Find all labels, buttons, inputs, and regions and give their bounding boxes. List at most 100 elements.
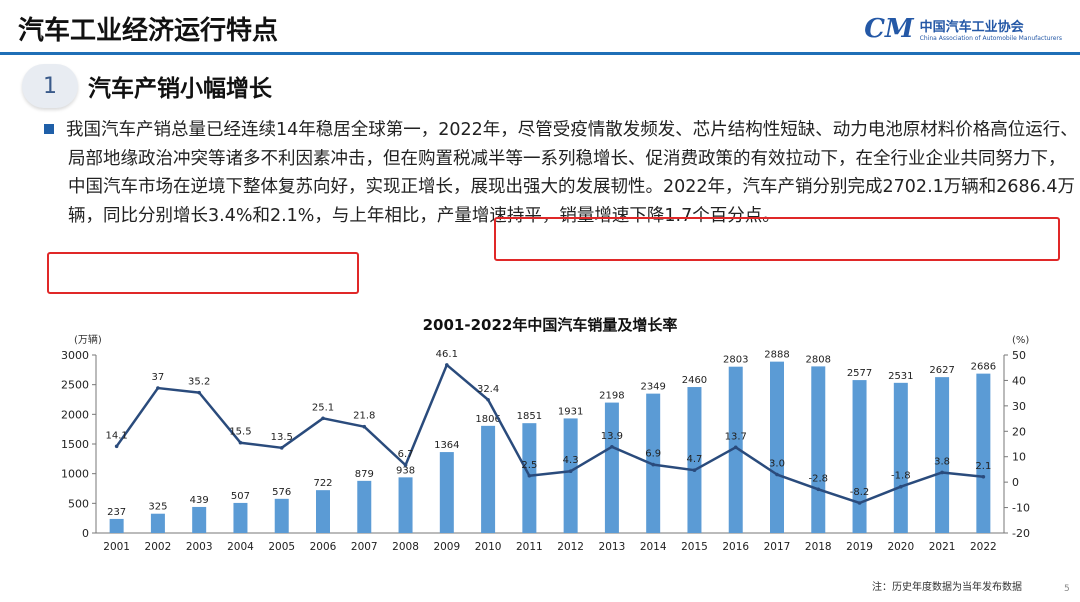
- bar-2005: [274, 498, 289, 533]
- y-right-tick-label: 10: [1012, 451, 1026, 464]
- highlight-box-top: [494, 217, 1060, 261]
- bar-2001: [109, 518, 124, 533]
- bar-value-label: 722: [313, 478, 332, 489]
- bar-value-label: 2627: [929, 365, 954, 376]
- y-left-tick-label: 1500: [61, 438, 89, 451]
- growth-value-label: 4.7: [687, 454, 703, 465]
- x-tick-label: 2005: [268, 541, 295, 553]
- x-tick-label: 2004: [227, 541, 254, 553]
- growth-point-2020: [899, 484, 903, 489]
- y-right-tick-label: -10: [1012, 502, 1030, 515]
- growth-point-2001: [114, 444, 119, 449]
- growth-value-label: 6.7: [398, 449, 414, 460]
- growth-value-label: -1.8: [891, 471, 911, 482]
- x-tick-label: 2010: [475, 541, 502, 553]
- growth-point-2005: [279, 446, 284, 450]
- x-tick-label: 2008: [392, 541, 419, 553]
- x-tick-label: 2007: [351, 541, 378, 553]
- x-tick-label: 2015: [681, 541, 708, 553]
- bar-2008: [398, 477, 413, 533]
- growth-point-2018: [816, 487, 821, 492]
- growth-point-2002: [156, 386, 160, 390]
- bar-2015: [687, 387, 702, 533]
- y-right-label: (%): [1012, 335, 1029, 346]
- growth-point-2004: [238, 440, 243, 445]
- y-left-tick-label: 500: [68, 497, 89, 510]
- bar-2012: [563, 418, 578, 533]
- bar-value-label: 325: [148, 502, 167, 513]
- growth-point-2017: [775, 472, 779, 477]
- x-tick-label: 2006: [310, 541, 337, 553]
- y-left-label: (万辆): [74, 333, 102, 346]
- growth-point-2014: [651, 462, 655, 467]
- growth-value-label: 6.9: [645, 449, 661, 460]
- growth-value-label: 2.5: [521, 460, 537, 471]
- growth-point-2011: [527, 473, 532, 478]
- section-heading: 1 汽车产销小幅增长: [22, 64, 272, 108]
- bar-2016: [728, 366, 743, 533]
- bar-value-label: 1806: [475, 414, 500, 425]
- x-tick-label: 2020: [887, 541, 914, 553]
- x-tick-label: 2003: [186, 541, 213, 553]
- growth-point-2022: [981, 475, 986, 479]
- bar-2019: [852, 380, 867, 533]
- bar-value-label: 237: [107, 507, 126, 518]
- bar-2018: [811, 366, 826, 533]
- logo-mark: CM: [864, 14, 914, 44]
- bar-2003: [192, 506, 207, 533]
- growth-value-label: 13.9: [601, 431, 623, 442]
- growth-value-label: 2.1: [975, 461, 991, 472]
- growth-value-label: 3.0: [769, 459, 785, 470]
- header: 汽车工业经济运行特点 CM 中国汽车工业协会 China Association…: [0, 0, 1080, 56]
- x-tick-label: 2002: [145, 541, 172, 553]
- bar-value-label: 2460: [682, 375, 707, 386]
- y-left-tick-label: 2000: [61, 408, 89, 421]
- logo-name-en: China Association of Automobile Manufact…: [919, 35, 1062, 42]
- section-title: 汽车产销小幅增长: [88, 76, 272, 102]
- y-right-tick-label: 50: [1012, 349, 1026, 362]
- x-tick-label: 2012: [557, 541, 584, 553]
- growth-value-label: -2.8: [809, 473, 829, 484]
- source-note: 注：历史年度数据为当年发布数据: [872, 582, 1022, 593]
- bar-2004: [233, 502, 248, 533]
- bar-value-label: 2888: [764, 350, 789, 361]
- bar-value-label: 1851: [517, 411, 542, 422]
- x-tick-label: 2018: [805, 541, 832, 553]
- paragraph-text-end: ，与上年相比，产量增速持平，销量增速下降1.7个百分点。: [314, 205, 780, 226]
- caam-logo: CM 中国汽车工业协会 China Association of Automob…: [864, 14, 1062, 44]
- bar-2021: [935, 377, 950, 533]
- bar-value-label: 1364: [434, 440, 459, 451]
- bar-value-label: 879: [355, 469, 374, 480]
- growth-point-2007: [362, 424, 367, 429]
- growth-point-2006: [321, 416, 325, 421]
- bar-2017: [770, 361, 784, 533]
- bar-value-label: 439: [190, 495, 209, 506]
- bar-value-label: 938: [396, 465, 415, 476]
- bar-2022: [976, 373, 991, 533]
- growth-value-label: 3.8: [934, 456, 950, 467]
- bar-2010: [481, 425, 496, 533]
- y-left-tick-label: 0: [82, 527, 89, 540]
- y-right-tick-label: 30: [1012, 400, 1026, 413]
- growth-point-2008: [403, 463, 408, 467]
- page-number: 5: [1064, 584, 1070, 594]
- growth-value-label: 4.3: [563, 455, 579, 466]
- growth-value-label: 46.1: [436, 349, 458, 360]
- growth-point-2015: [692, 468, 697, 472]
- page-title: 汽车工业经济运行特点: [18, 16, 279, 46]
- growth-value-label: 13.7: [725, 431, 747, 442]
- growth-point-2013: [610, 444, 614, 449]
- bar-2007: [357, 480, 372, 533]
- y-left-tick-label: 1000: [61, 468, 89, 481]
- bar-value-label: 2577: [847, 368, 872, 379]
- bar-value-label: 1931: [558, 406, 583, 417]
- x-tick-label: 2017: [764, 541, 791, 553]
- growth-point-2021: [940, 470, 944, 475]
- bar-2020: [893, 382, 908, 533]
- bar-2002: [150, 513, 165, 533]
- growth-value-label: 21.8: [353, 411, 375, 422]
- x-tick-label: 2009: [433, 541, 460, 553]
- bar-value-label: 2808: [806, 354, 831, 365]
- x-tick-label: 2011: [516, 541, 543, 553]
- y-right-tick-label: 40: [1012, 374, 1026, 387]
